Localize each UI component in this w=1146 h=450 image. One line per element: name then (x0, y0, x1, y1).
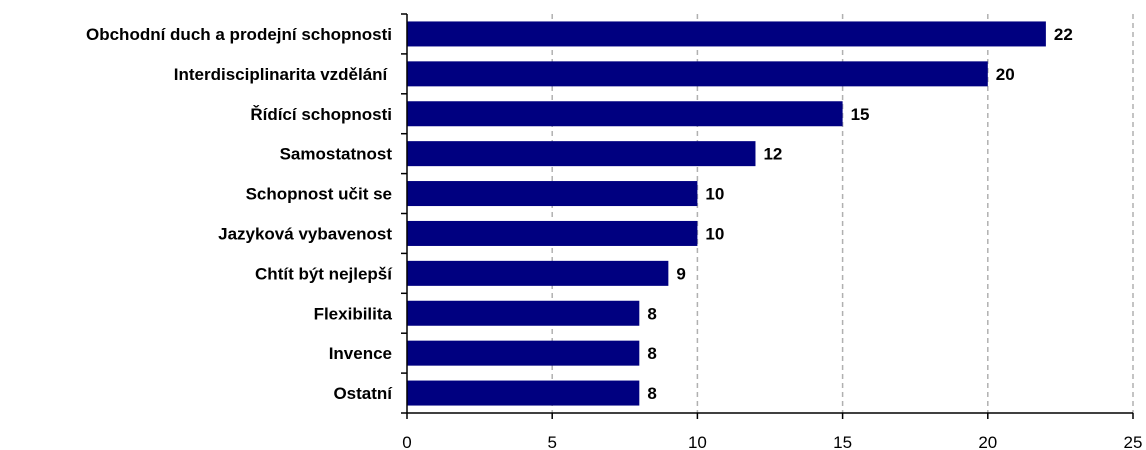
category-labels: Obchodní duch a prodejní schopnosti Inter… (86, 25, 393, 403)
category-label: Samostatnost (280, 145, 393, 164)
bar-2 (407, 61, 988, 87)
x-tick-label: 5 (547, 433, 556, 450)
value-label: 15 (851, 105, 870, 124)
category-label: Chtít být nejlepší (255, 264, 393, 283)
value-label: 8 (647, 384, 656, 403)
category-label: Ostatní (333, 384, 393, 403)
bar-6 (407, 220, 698, 246)
x-tick-label: 20 (978, 433, 997, 450)
value-label: 22 (1054, 25, 1073, 44)
category-label: Jazyková vybavenost (218, 224, 392, 243)
x-tick-label: 0 (402, 433, 411, 450)
bar-8 (407, 300, 640, 326)
bar-3 (407, 101, 843, 127)
category-label: Interdisciplinarita vzdělání (174, 65, 392, 84)
bar-1 (407, 21, 1046, 47)
bar-10 (407, 380, 640, 406)
bar-4 (407, 141, 756, 167)
value-labels: 22 20 15 12 10 10 9 8 8 8 (647, 25, 1072, 403)
value-label: 12 (763, 145, 782, 164)
bar-7 (407, 260, 669, 286)
category-label: Invence (329, 344, 392, 363)
value-label: 10 (705, 185, 724, 204)
value-label: 9 (676, 264, 685, 283)
value-label: 8 (647, 304, 656, 323)
axes (401, 13, 1134, 419)
x-tick-labels: 0 5 10 15 20 25 (402, 433, 1142, 450)
value-label: 20 (996, 65, 1015, 84)
x-tick-label: 25 (1124, 433, 1143, 450)
category-label: Řídící schopnosti (250, 105, 392, 124)
value-label: 10 (705, 224, 724, 243)
bar-9 (407, 340, 640, 366)
x-tick-label: 15 (833, 433, 852, 450)
bars (407, 21, 1046, 406)
x-tick-label: 10 (688, 433, 707, 450)
category-label: Obchodní duch a prodejní schopnosti (86, 25, 392, 44)
category-label: Schopnost učit se (246, 185, 392, 204)
bar-5 (407, 181, 698, 207)
value-label: 8 (647, 344, 656, 363)
category-label: Flexibilita (314, 304, 393, 323)
